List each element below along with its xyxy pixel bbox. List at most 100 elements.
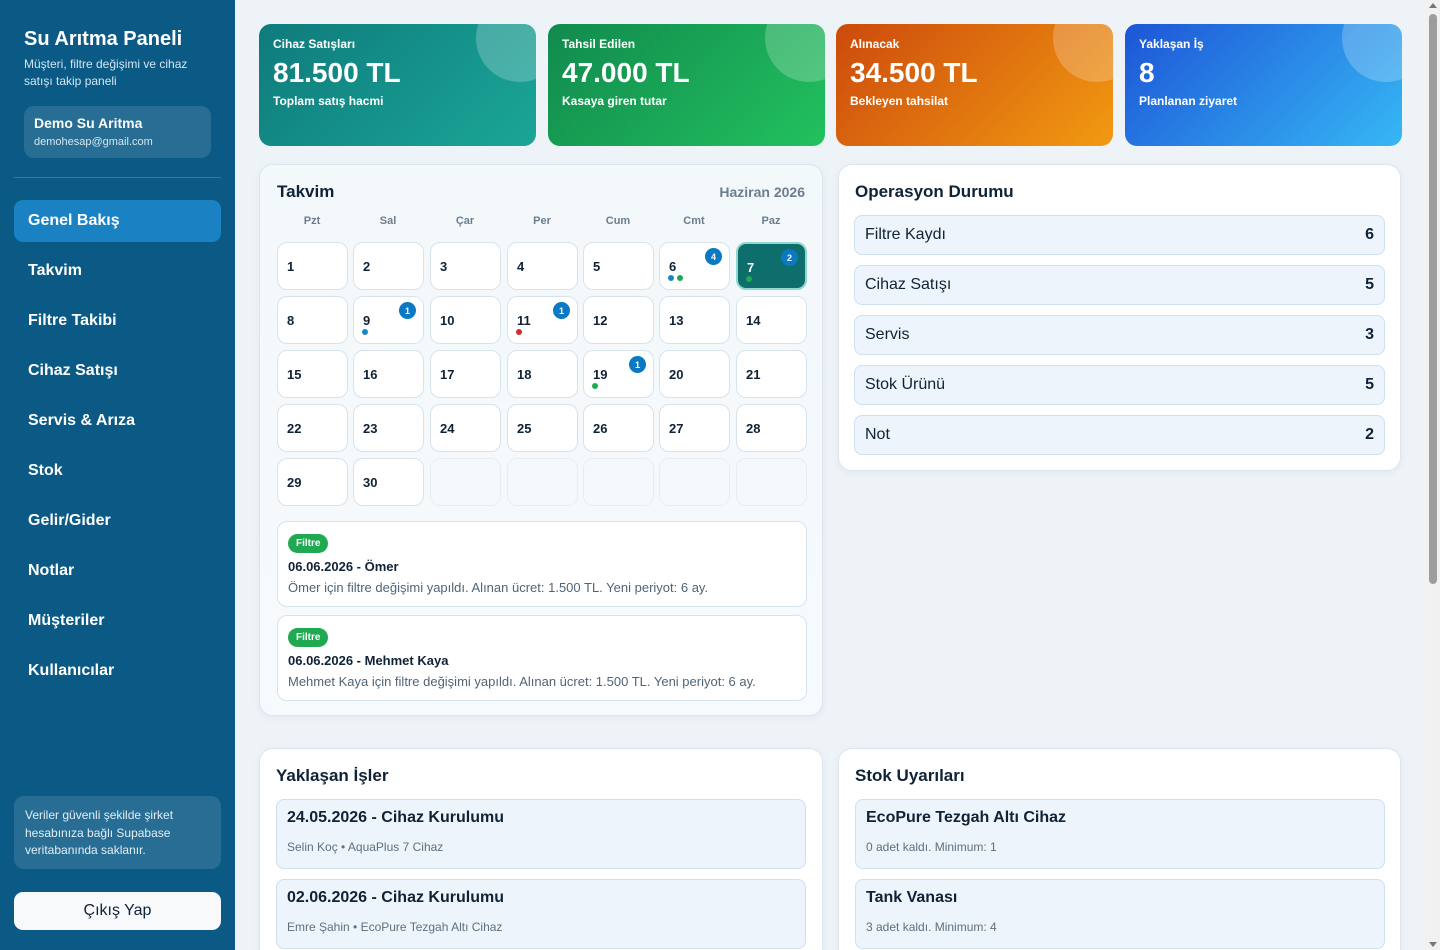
nav-item-cihaz-satışı[interactable]: Cihaz Satışı [28, 362, 118, 379]
nav-item-filtre-takibi[interactable]: Filtre Takibi [28, 312, 117, 329]
calendar-day[interactable]: 26 [583, 404, 654, 452]
stock-alert[interactable]: Tank Vanası 3 adet kaldı. Minimum: 4 [855, 879, 1385, 949]
operation-label: Stok Ürünü [865, 376, 946, 393]
operation-row[interactable]: Cihaz Satışı 5 [854, 265, 1385, 305]
event-description: Ömer için filtre değişimi yapıldı. Alına… [288, 580, 709, 595]
calendar-month: Haziran 2026 [719, 184, 805, 200]
calendar-day[interactable]: 28 [736, 404, 807, 452]
upcoming-job[interactable]: 24.05.2026 - Cihaz Kurulumu Selin Koç • A… [276, 799, 806, 869]
event-heading: 06.06.2026 - Mehmet Kaya [288, 653, 449, 668]
calendar-day[interactable]: 27 [659, 404, 730, 452]
event-dot [677, 275, 683, 281]
nav-item-stok[interactable]: Stok [28, 462, 63, 479]
stat-card[interactable]: Yaklaşan İş 8 Planlanan ziyaret [1125, 24, 1402, 146]
calendar-day[interactable]: 24 [430, 404, 501, 452]
day-number: 26 [593, 421, 608, 436]
day-number: 19 [593, 367, 608, 382]
user-name: Demo Su Aritma [34, 115, 143, 131]
operation-label: Filtre Kaydı [865, 226, 946, 243]
calendar-day[interactable]: 13 [659, 296, 730, 344]
calendar-day[interactable]: 3 [430, 242, 501, 290]
day-number: 11 [517, 313, 531, 328]
stat-card[interactable]: Tahsil Edilen 47.000 TL Kasaya giren tutar [548, 24, 825, 146]
calendar-day[interactable]: 22 [277, 404, 348, 452]
stat-label: Cihaz Satışları [273, 37, 356, 51]
operation-count: 3 [1365, 326, 1374, 343]
nav-item-takvim[interactable]: Takvim [28, 262, 82, 279]
operation-row[interactable]: Not 2 [854, 415, 1385, 455]
stock-alert-title: EcoPure Tezgah Altı Cihaz [866, 809, 1067, 826]
stat-card[interactable]: Alınacak 34.500 TL Bekleyen tahsilat [836, 24, 1113, 146]
stock-alert[interactable]: EcoPure Tezgah Altı Cihaz 0 adet kaldı. M… [855, 799, 1385, 869]
day-number: 10 [440, 313, 455, 328]
calendar-day[interactable]: 1 [277, 242, 348, 290]
nav-item-servis-arıza[interactable]: Servis & Arıza [28, 412, 136, 429]
sidebar: Su Arıtma Paneli Müşteri, filtre değişim… [0, 0, 235, 950]
calendar-day[interactable]: 23 [353, 404, 424, 452]
operation-count: 2 [1365, 426, 1374, 443]
page-scrollbar[interactable] [1425, 0, 1440, 950]
event-dot [746, 276, 752, 282]
day-number: 3 [440, 259, 448, 274]
calendar-day[interactable]: 25 [507, 404, 578, 452]
calendar-day[interactable]: 21 [736, 350, 807, 398]
event-dot [516, 329, 522, 335]
calendar-day[interactable]: 5 [583, 242, 654, 290]
calendar-day[interactable]: 8 [277, 296, 348, 344]
stat-label: Tahsil Edilen [562, 37, 636, 51]
calendar-day[interactable]: 15 [277, 350, 348, 398]
day-number: 18 [517, 367, 532, 382]
event-count-badge: 1 [629, 356, 646, 373]
calendar-day[interactable]: 17 [430, 350, 501, 398]
calendar-day[interactable]: 12 [583, 296, 654, 344]
stat-label: Alınacak [850, 37, 900, 51]
stat-value: 81.500 TL [273, 57, 401, 88]
scroll-thumb[interactable] [1429, 14, 1437, 584]
calendar-day[interactable]: 29 [277, 458, 348, 506]
calendar-day[interactable]: 30 [353, 458, 424, 506]
day-number: 5 [593, 259, 601, 274]
nav-item-gelir-gider[interactable]: Gelir/Gider [28, 512, 111, 529]
brand-subtitle: Müşteri, filtre değişimi ve cihaz satışı… [24, 57, 188, 88]
calendar-event-card[interactable]: Filtre 06.06.2026 - Ömer Ömer için filtre … [277, 521, 807, 607]
stock-alert-detail: 0 adet kaldı. Minimum: 1 [866, 840, 997, 854]
calendar-day[interactable]: 18 [507, 350, 578, 398]
day-number: 16 [363, 367, 378, 382]
scroll-down-arrow-icon[interactable] [1429, 942, 1437, 947]
nav-item-notlar[interactable]: Notlar [28, 562, 75, 579]
user-email: demohesap@gmail.com [34, 136, 153, 148]
nav-item-müşteriler[interactable]: Müşteriler [28, 612, 105, 629]
stat-label: Yaklaşan İş [1139, 37, 1204, 51]
day-number: 24 [440, 421, 455, 436]
calendar-day[interactable]: 2 [353, 242, 424, 290]
brand-title: Su Arıtma Paneli [24, 28, 183, 50]
calendar-day[interactable]: 16 [353, 350, 424, 398]
logout-button[interactable]: Çıkış Yap [14, 892, 221, 930]
calendar-day[interactable]: 20 [659, 350, 730, 398]
nav-item-kullanıcılar[interactable]: Kullanıcılar [28, 662, 115, 679]
weekday-header: Cmt [683, 215, 705, 227]
operation-row[interactable]: Stok Ürünü 5 [854, 365, 1385, 405]
calendar-day[interactable]: 10 [430, 296, 501, 344]
calendar-day[interactable]: 4 [507, 242, 578, 290]
upcoming-job-title: 02.06.2026 - Cihaz Kurulumu [287, 889, 504, 906]
stat-card[interactable]: Cihaz Satışları 81.500 TL Toplam satış hac… [259, 24, 536, 146]
day-number: 15 [287, 367, 302, 382]
day-number: 7 [747, 260, 755, 275]
operation-row[interactable]: Servis 3 [854, 315, 1385, 355]
scroll-up-arrow-icon[interactable] [1429, 3, 1437, 8]
nav-item-genel-bakış[interactable]: Genel Bakış [14, 200, 221, 242]
stat-value: 34.500 TL [850, 57, 978, 88]
upcoming-job[interactable]: 02.06.2026 - Cihaz Kurulumu Emre Şahin • … [276, 879, 806, 949]
calendar-day[interactable]: 11 1 [507, 296, 578, 344]
day-number: 17 [440, 367, 455, 382]
operation-row[interactable]: Filtre Kaydı 6 [854, 215, 1385, 255]
operations-title: Operasyon Durumu [855, 182, 1014, 201]
calendar-event-card[interactable]: Filtre 06.06.2026 - Mehmet Kaya Mehmet Kay… [277, 615, 807, 701]
calendar-day[interactable]: 19 1 [583, 350, 654, 398]
calendar-day[interactable]: 14 [736, 296, 807, 344]
event-description: Mehmet Kaya için filtre değişimi yapıldı… [288, 674, 756, 689]
